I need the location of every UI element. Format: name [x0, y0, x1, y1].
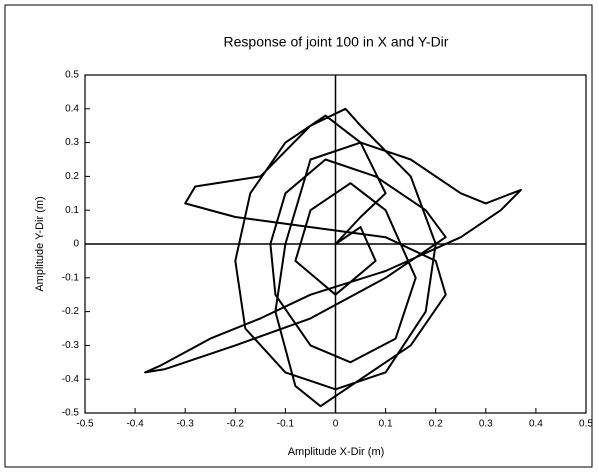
chart-title: Response of joint 100 in X and Y-Dir — [224, 34, 449, 50]
x-tick-label: -0.2 — [227, 419, 245, 430]
y-tick-label: 0 — [73, 239, 79, 250]
x-tick-label: 0.4 — [529, 419, 543, 430]
y-tick-label: -0.3 — [62, 340, 80, 351]
y-tick-label: -0.1 — [62, 272, 80, 283]
x-tick-label: 0.5 — [579, 419, 593, 430]
trajectory-line — [144, 107, 522, 408]
x-tick-label: 0.1 — [379, 419, 393, 430]
y-tick-label: -0.5 — [62, 408, 80, 419]
x-tick-label: 0.3 — [479, 419, 493, 430]
x-tick-label: -0.5 — [76, 419, 94, 430]
y-tick-label: 0.5 — [65, 70, 79, 81]
y-tick-label: 0.1 — [65, 205, 79, 216]
y-tick-label: 0.3 — [65, 137, 79, 148]
x-tick-label: -0.4 — [126, 419, 144, 430]
x-axis-label: Amplitude X-Dir (m) — [288, 446, 385, 458]
y-tick-label: 0.2 — [65, 171, 79, 182]
x-tick-label: -0.3 — [177, 419, 195, 430]
frame — [4, 4, 593, 468]
x-tick-label: 0 — [333, 419, 339, 430]
x-tick-label: 0.2 — [429, 419, 443, 430]
y-tick-label: 0.4 — [65, 103, 79, 114]
y-tick-label: -0.4 — [62, 374, 80, 385]
x-tick-label: -0.1 — [277, 419, 295, 430]
y-axis-label: Amplitude Y-Dir (m) — [34, 196, 46, 291]
y-tick-label: -0.2 — [62, 306, 80, 317]
